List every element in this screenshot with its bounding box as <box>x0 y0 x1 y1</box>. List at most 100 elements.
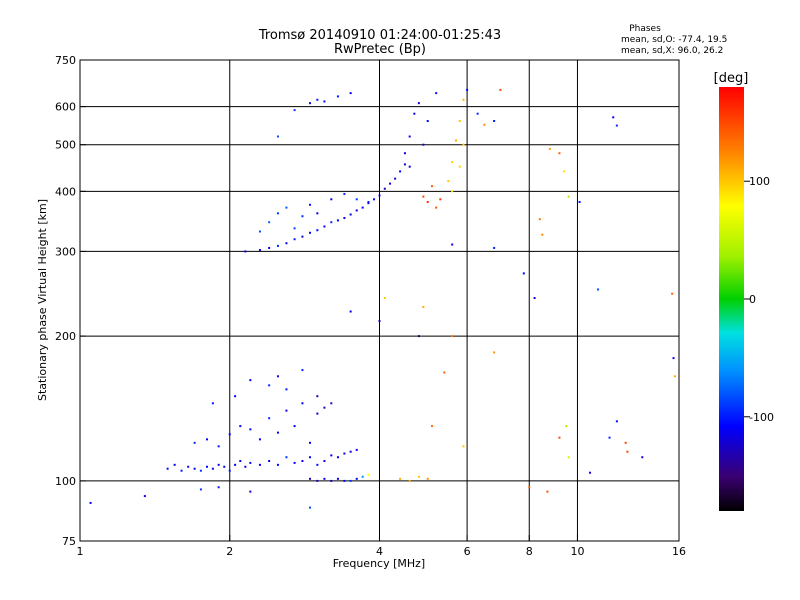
echo-point <box>276 244 279 247</box>
x-axis-label: Frequency [MHz] <box>333 557 425 570</box>
echo-point <box>309 477 312 480</box>
echo-point <box>408 479 411 482</box>
echo-point <box>361 206 364 209</box>
echo-point <box>276 463 279 466</box>
echo-point <box>244 250 247 253</box>
echo-point <box>462 98 465 101</box>
echo-point <box>367 202 370 205</box>
echo-point <box>394 177 397 180</box>
echo-point <box>435 92 438 95</box>
y-tick-label: 200 <box>55 330 76 343</box>
echo-point <box>180 469 183 472</box>
echo-point <box>293 238 296 241</box>
echo-point <box>268 221 271 224</box>
echo-point <box>323 225 326 228</box>
echo-point <box>493 246 496 249</box>
echo-point <box>466 88 469 91</box>
echo-point <box>417 335 420 338</box>
echo-point <box>343 192 346 195</box>
echo-point <box>426 201 429 204</box>
y-tick-label: 600 <box>55 101 76 114</box>
y-axis-ticks: 75 100 200 300 400 500 600 750 <box>55 54 86 548</box>
echo-point <box>293 425 296 428</box>
echo-point <box>276 212 279 215</box>
echo-point <box>316 479 319 482</box>
echo-point <box>276 135 279 138</box>
x-tick-label: 10 <box>570 545 584 558</box>
echo-point <box>193 467 196 470</box>
echo-point <box>316 463 319 466</box>
echo-point <box>451 161 454 164</box>
echo-point <box>378 320 381 323</box>
x-tick-label: 4 <box>376 545 383 558</box>
echo-point <box>565 425 568 428</box>
echo-point <box>462 143 465 146</box>
colorbar-tick-label: -100 <box>749 411 774 424</box>
echo-point <box>413 112 416 115</box>
phases-heading: Phases <box>629 24 661 34</box>
echo-point <box>493 351 496 354</box>
colorbar-ticks: 100 0 -100 <box>744 175 774 424</box>
echo-point <box>316 412 319 415</box>
echo-point <box>244 465 247 468</box>
echo-point <box>624 441 627 444</box>
x-axis-ticks: 1 2 4 6 8 10 16 <box>77 535 686 558</box>
echo-point <box>408 165 411 168</box>
echo-point <box>330 198 333 201</box>
echo-point <box>563 170 566 173</box>
echo-point <box>301 215 304 218</box>
echo-point <box>615 124 618 127</box>
echo-point <box>399 477 402 480</box>
echo-point <box>458 120 461 123</box>
colorbar-tick-label: 0 <box>749 293 756 306</box>
echo-point <box>673 375 676 378</box>
echo-point <box>309 456 312 459</box>
echo-point <box>205 438 208 441</box>
echo-point <box>528 486 531 489</box>
echo-point <box>228 469 231 472</box>
echo-point <box>641 456 644 459</box>
echo-point <box>608 436 611 439</box>
x-tick-label: 8 <box>526 545 533 558</box>
y-tick-label: 400 <box>55 185 76 198</box>
echo-point <box>417 102 420 105</box>
echo-point <box>316 395 319 398</box>
echo-point <box>417 475 420 478</box>
echo-point <box>367 201 370 204</box>
echo-point <box>578 201 581 204</box>
echo-point <box>330 402 333 405</box>
echo-point <box>301 459 304 462</box>
echo-point <box>249 490 252 493</box>
y-tick-label: 750 <box>55 54 76 67</box>
x-tick-label: 2 <box>226 545 233 558</box>
echo-point <box>234 395 237 398</box>
echo-point <box>323 459 326 462</box>
echo-point <box>383 187 386 190</box>
x-tick-label: 1 <box>77 545 84 558</box>
echo-point <box>567 195 570 198</box>
echo-point <box>426 120 429 123</box>
echo-point <box>239 459 242 462</box>
echo-point <box>293 461 296 464</box>
echo-point <box>349 310 352 313</box>
echo-point <box>316 98 319 101</box>
echo-point <box>533 297 536 300</box>
echo-point <box>403 152 406 155</box>
echo-point <box>336 477 339 480</box>
echo-point <box>422 305 425 308</box>
echo-point <box>249 379 252 382</box>
echo-point <box>285 409 288 412</box>
echo-point <box>323 100 326 103</box>
colorbar-tick-label: 100 <box>749 175 770 188</box>
echo-point <box>558 436 561 439</box>
echo-point <box>143 495 146 498</box>
echo-point <box>349 213 352 216</box>
echo-point <box>355 448 358 451</box>
echo-point <box>336 456 339 459</box>
echo-point <box>451 190 454 193</box>
echo-point <box>499 88 502 91</box>
echo-point <box>205 465 208 468</box>
echo-point <box>567 456 570 459</box>
echo-point <box>199 488 202 491</box>
